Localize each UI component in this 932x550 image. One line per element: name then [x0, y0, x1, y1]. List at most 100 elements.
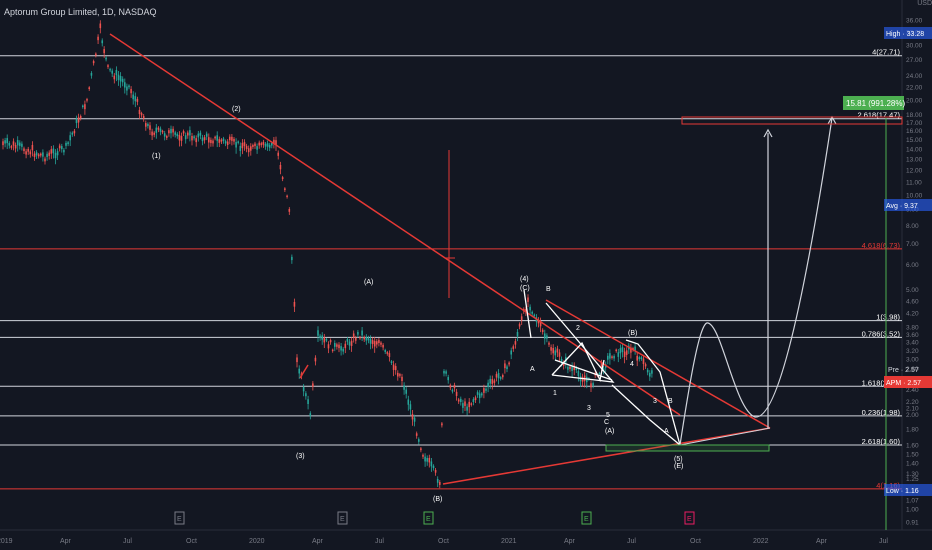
candle-body	[569, 366, 571, 369]
y-tick-label: 1.00	[906, 507, 919, 514]
candle-body	[29, 151, 32, 155]
candle-body	[327, 344, 330, 349]
candle-body	[61, 146, 63, 150]
candle-body	[512, 346, 515, 349]
candle-body	[550, 347, 552, 351]
candle-body	[403, 385, 405, 390]
candle-body	[649, 372, 651, 377]
candle-body	[554, 350, 557, 356]
candle-body	[12, 141, 15, 146]
candle-body	[451, 389, 454, 392]
x-tick-label: 2022	[753, 538, 769, 545]
candle-body	[334, 343, 336, 347]
candle-body	[369, 338, 372, 344]
candle-body	[226, 141, 229, 146]
candle-body	[147, 123, 149, 127]
x-tick-label: Oct	[690, 538, 701, 545]
candle-body	[247, 148, 250, 153]
candle-body	[415, 433, 418, 436]
y-tick-label: 6.00	[906, 262, 919, 269]
candle-body	[153, 132, 155, 135]
candle-body	[84, 104, 86, 110]
candle-body	[319, 335, 321, 339]
candle-body	[329, 340, 332, 343]
y-tick-label: 3.60	[906, 332, 919, 339]
event-marker[interactable]	[423, 511, 434, 525]
y-tick-label: 2.00	[906, 412, 919, 419]
candle-body	[382, 344, 384, 348]
candle-body	[161, 130, 164, 133]
event-marker[interactable]	[581, 511, 592, 525]
event-marker[interactable]	[684, 511, 695, 525]
candle-body	[25, 151, 27, 155]
candle-body	[336, 344, 338, 347]
candle-body	[508, 362, 510, 365]
candle-body	[470, 403, 473, 405]
wave-label: C	[604, 419, 609, 426]
candle-body	[191, 135, 193, 141]
candle-body	[502, 375, 504, 378]
event-marker-label: E	[584, 516, 589, 523]
wave-label: 5	[606, 412, 610, 419]
candle-body	[132, 94, 134, 100]
candle-body	[126, 86, 128, 91]
candle-body	[46, 153, 48, 158]
candle-body	[485, 388, 487, 391]
y-tick-label: 24.00	[906, 73, 923, 80]
y-tick-label: 1.25	[906, 476, 919, 483]
candle-body	[155, 127, 158, 133]
candle-body	[344, 343, 347, 349]
candle-body	[90, 73, 93, 76]
candle-body	[256, 146, 258, 150]
candle-body	[184, 135, 187, 140]
candle-body	[97, 36, 99, 41]
candle-body	[556, 348, 559, 353]
y-tick-label: 7.00	[906, 241, 919, 248]
candle-body	[281, 177, 284, 180]
wave-labels: (1) (2) (3) (A) (4) (C) (B) B 2 A 1 3 5C (A) (B) (5)(E)…	[152, 106, 683, 503]
uptrend-line	[442, 427, 771, 485]
fib-label: 2.618(17.47)	[857, 111, 900, 120]
candle-body	[621, 347, 624, 352]
candle-body	[268, 144, 271, 148]
candle-body	[197, 133, 200, 138]
candle-body	[367, 337, 370, 341]
candle-body	[293, 301, 296, 307]
candle-body	[216, 135, 218, 141]
candle-body	[37, 154, 40, 157]
candle-body	[466, 406, 468, 411]
candle-body	[539, 321, 542, 327]
candle-body	[355, 337, 357, 341]
candle-body	[436, 479, 439, 483]
event-marker[interactable]	[174, 511, 185, 525]
candle-body	[235, 142, 237, 148]
y-tick-label: 3.20	[906, 348, 919, 355]
candle-body	[14, 145, 17, 149]
y-tick-label: 0.91	[906, 520, 919, 527]
candle-body	[264, 143, 267, 147]
candle-body	[35, 152, 38, 156]
candle-body	[638, 357, 641, 360]
low-badge: Low · 1.16	[886, 488, 919, 495]
candle-body	[79, 115, 82, 119]
candle-body	[95, 53, 97, 56]
candle-body	[567, 366, 569, 370]
candle-body	[6, 138, 8, 144]
candle-body	[581, 377, 584, 382]
candle-body	[537, 319, 540, 324]
candle-body	[258, 142, 260, 146]
candle-body	[642, 358, 645, 365]
wave-label: (E)	[674, 463, 683, 470]
y-tick-label: 5.00	[906, 287, 919, 294]
candle-body	[371, 340, 374, 345]
wave-label: 3	[587, 405, 591, 412]
fib-label: 0.236(1.98)	[862, 408, 901, 417]
candle-body	[75, 118, 78, 124]
candle-body	[189, 130, 191, 136]
trendlines	[109, 33, 771, 485]
event-marker[interactable]	[337, 511, 348, 525]
candle-body	[157, 127, 160, 130]
candle-body	[31, 144, 34, 151]
